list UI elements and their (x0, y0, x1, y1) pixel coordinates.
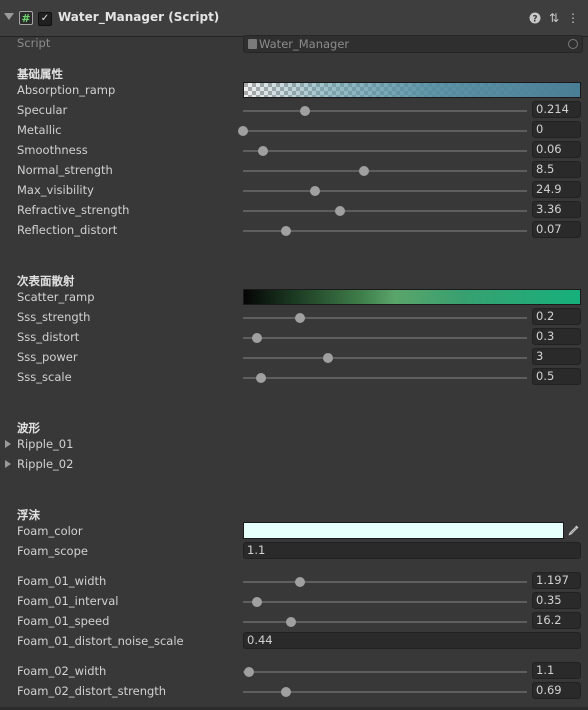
foam-02-width-value[interactable]: 1.1 (532, 662, 581, 679)
script-object-field[interactable]: Water_Manager (243, 35, 583, 53)
refractive-strength-label: Refractive_strength (17, 203, 130, 217)
reflection-distort-slider-knob[interactable] (280, 226, 291, 236)
script-label: Script (17, 36, 51, 50)
smoothness-slider-knob[interactable] (257, 146, 268, 156)
foldout-arrow-icon[interactable] (4, 13, 14, 20)
normal-strength-slider[interactable] (243, 166, 527, 176)
smoothness-label: Smoothness (17, 143, 88, 157)
foam-color-swatch[interactable] (243, 522, 564, 539)
ripple-01-foldout-icon[interactable] (5, 440, 11, 448)
max-visibility-slider-knob[interactable] (310, 186, 321, 196)
enabled-checkbox[interactable]: ✓ (38, 12, 52, 26)
foam-01-distort-noise-scale-value[interactable]: 0.44 (243, 632, 581, 649)
foam-01-interval-label: Foam_01_interval (17, 594, 119, 608)
foam-scope-value[interactable]: 1.1 (243, 542, 581, 559)
smoothness-slider[interactable] (243, 146, 527, 156)
script-object-value: Water_Manager (259, 37, 350, 51)
section-foam: 浮沫 (17, 508, 40, 522)
ripple-01-foldout[interactable]: Ripple_01 (17, 437, 74, 451)
component-header[interactable]: # ✓ Water_Manager (Script) ? ⇅ ⋮ (0, 0, 588, 37)
foam-01-distort-noise-scale-label: Foam_01_distort_noise_scale (17, 634, 184, 648)
foam-02-width-slider[interactable] (243, 667, 527, 677)
foam-02-distort-strength-slider-knob[interactable] (280, 687, 291, 697)
foam-01-speed-slider[interactable] (243, 617, 527, 627)
sss-power-slider[interactable] (243, 353, 527, 363)
metallic-value[interactable]: 0 (532, 121, 581, 138)
max-visibility-slider[interactable] (243, 186, 527, 196)
ripple-02-foldout-icon[interactable] (5, 460, 11, 468)
foam-01-interval-slider[interactable] (243, 597, 527, 607)
max-visibility-label: Max_visibility (17, 183, 94, 197)
specular-slider-knob[interactable] (300, 106, 311, 116)
sss-power-value[interactable]: 3 (532, 348, 581, 365)
max-visibility-value[interactable]: 24.9 (532, 181, 581, 198)
foam-01-width-value[interactable]: 1.197 (532, 572, 581, 589)
scatter-ramp-label: Scatter_ramp (17, 290, 95, 304)
metallic-label: Metallic (17, 123, 62, 137)
specular-slider[interactable] (243, 106, 527, 116)
sss-scale-slider[interactable] (243, 373, 527, 383)
inspector-bottom-border (0, 707, 588, 710)
sss-power-slider-knob[interactable] (323, 353, 334, 363)
sss-strength-slider-knob[interactable] (294, 313, 305, 323)
context-menu-icon[interactable]: ⋮ (567, 11, 579, 25)
section-waves: 波形 (17, 421, 40, 435)
foam-02-distort-strength-label: Foam_02_distort_strength (17, 684, 167, 698)
sss-strength-slider[interactable] (243, 313, 527, 323)
script-hash-icon: # (19, 11, 33, 25)
sss-scale-value[interactable]: 0.5 (532, 368, 581, 385)
metallic-slider[interactable] (238, 126, 527, 136)
foam-02-distort-strength-value[interactable]: 0.69 (532, 682, 581, 699)
svg-text:?: ? (532, 15, 537, 25)
normal-strength-slider-knob[interactable] (358, 166, 369, 176)
smoothness-value[interactable]: 0.06 (532, 141, 581, 158)
sss-distort-label: Sss_distort (17, 330, 80, 344)
specular-label: Specular (17, 103, 68, 117)
normal-strength-value[interactable]: 8.5 (532, 161, 581, 178)
foam-02-width-slider-knob[interactable] (243, 667, 254, 677)
foam-01-speed-slider-knob[interactable] (286, 617, 297, 627)
svg-text:#: # (21, 12, 30, 25)
component-title: Water_Manager (Script) (58, 10, 220, 24)
foam-color-label: Foam_color (17, 524, 83, 538)
foam-01-width-label: Foam_01_width (17, 574, 107, 588)
reflection-distort-slider[interactable] (243, 226, 527, 236)
refractive-strength-slider-knob[interactable] (334, 206, 345, 216)
ripple-02-foldout[interactable]: Ripple_02 (17, 457, 74, 471)
section-basic-properties: 基础属性 (17, 67, 63, 81)
foam-01-width-slider[interactable] (243, 577, 527, 587)
script-file-icon (248, 39, 257, 49)
specular-value[interactable]: 0.214 (532, 101, 581, 118)
foam-01-interval-slider-knob[interactable] (252, 597, 263, 607)
absorption-ramp-gradient[interactable] (243, 82, 581, 98)
scatter-ramp-gradient[interactable] (243, 289, 581, 305)
reflection-distort-value[interactable]: 0.07 (532, 221, 581, 238)
eyedropper-icon[interactable] (566, 522, 581, 539)
object-picker-icon[interactable] (568, 39, 578, 49)
sss-scale-label: Sss_scale (17, 370, 72, 384)
foam-02-width-label: Foam_02_width (17, 664, 107, 678)
sss-distort-value[interactable]: 0.3 (532, 328, 581, 345)
sss-scale-slider-knob[interactable] (256, 373, 267, 383)
foam-01-speed-value[interactable]: 16.2 (532, 612, 581, 629)
sss-distort-slider[interactable] (243, 333, 527, 343)
sss-power-label: Sss_power (17, 350, 78, 364)
refractive-strength-slider[interactable] (243, 206, 527, 216)
presets-icon[interactable]: ⇅ (548, 11, 560, 25)
foam-scope-label: Foam_scope (17, 544, 88, 558)
reflection-distort-label: Reflection_distort (17, 223, 118, 237)
foam-02-distort-strength-slider[interactable] (243, 687, 527, 697)
sss-strength-label: Sss_strength (17, 310, 91, 324)
section-subsurface-scattering: 次表面散射 (17, 274, 75, 288)
help-icon[interactable]: ? (528, 10, 542, 26)
foam-01-width-slider-knob[interactable] (294, 577, 305, 587)
absorption-ramp-label: Absorption_ramp (17, 83, 116, 97)
foam-01-speed-label: Foam_01_speed (17, 614, 110, 628)
metallic-slider-knob[interactable] (238, 126, 248, 136)
sss-distort-slider-knob[interactable] (252, 333, 263, 343)
foam-01-interval-value[interactable]: 0.35 (532, 592, 581, 609)
sss-strength-value[interactable]: 0.2 (532, 308, 581, 325)
normal-strength-label: Normal_strength (17, 163, 113, 177)
refractive-strength-value[interactable]: 3.36 (532, 201, 581, 218)
